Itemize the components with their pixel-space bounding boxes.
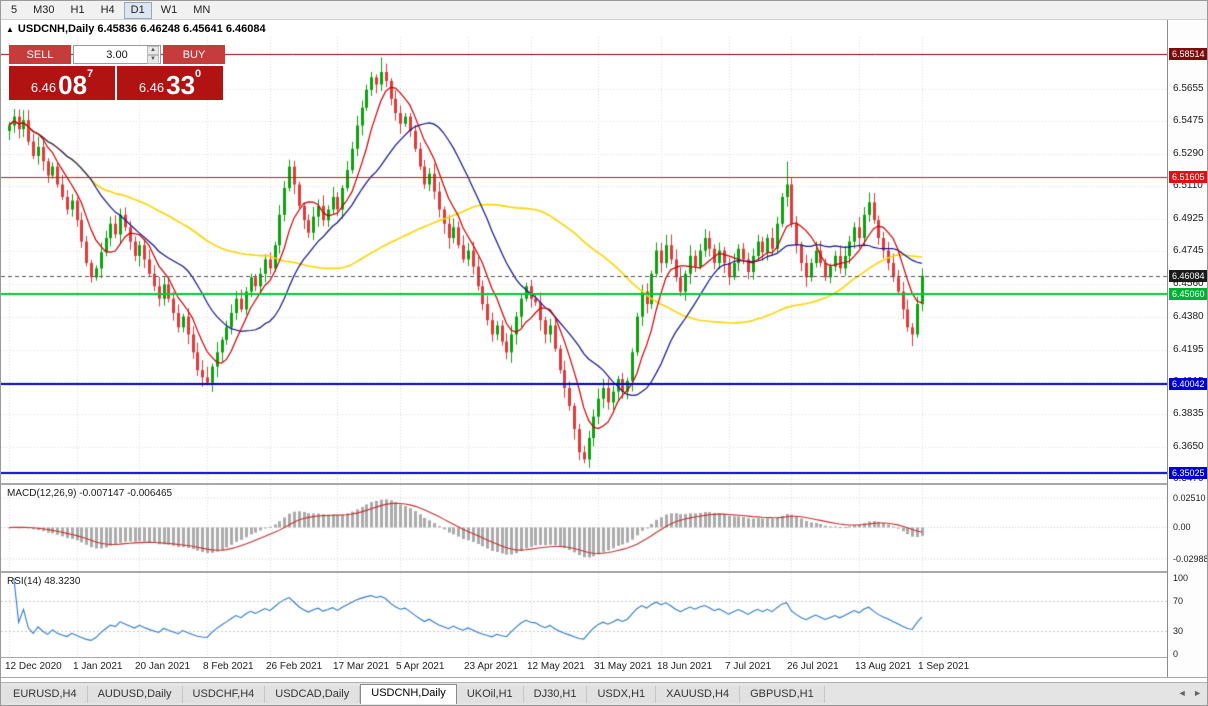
panel-separator[interactable] (1, 571, 1207, 573)
macd-scale-label: 0.02510 (1173, 493, 1206, 503)
price-tick-label: 6.4380 (1173, 310, 1204, 322)
price-tick-label: 6.4195 (1173, 343, 1204, 355)
tab-usdx-h1[interactable]: USDX,H1 (587, 686, 657, 703)
tab-ukoil-h1[interactable]: UKOil,H1 (456, 686, 524, 703)
price-tick-label: 6.4925 (1173, 213, 1204, 225)
price-tick-label: 6.5290 (1173, 148, 1204, 160)
date-label: 26 Feb 2021 (266, 661, 323, 672)
date-label: 1 Jan 2021 (73, 661, 123, 672)
buy-price-big: 33 (166, 70, 196, 100)
main-chart-canvas[interactable] (1, 37, 1167, 483)
timeframe-button-h4[interactable]: H4 (100, 3, 115, 16)
date-label: 18 Jun 2021 (657, 661, 713, 672)
sell-price-prefix: 6.46 (30, 80, 57, 95)
date-label: 20 Jan 2021 (135, 661, 191, 672)
tab-usdchf-h4[interactable]: USDCHF,H4 (182, 686, 266, 703)
tab-dj30-h1[interactable]: DJ30,H1 (523, 686, 588, 703)
chart-title-row: ▲ USDCNH,Daily 6.45836 6.46248 6.45641 6… (6, 23, 266, 35)
chart-title: USDCNH,Daily 6.45836 6.46248 6.45641 6.4… (17, 23, 266, 35)
buy-price-display[interactable]: 6.46 33 0 (117, 66, 223, 100)
panel-separator[interactable] (1, 483, 1207, 485)
timeframe-button-m30[interactable]: M30 (33, 3, 55, 16)
chart-tab-bar: EURUSD,H4 AUDUSD,Daily USDCHF,H4 USDCAD,Dai… (1, 682, 1207, 705)
price-tick-label: 6.3650 (1173, 440, 1204, 452)
sell-price-display[interactable]: 6.46 08 7 (9, 66, 115, 100)
window-bottom-border (1, 677, 1207, 678)
timeframe-button-5[interactable]: 5 (11, 3, 18, 16)
date-label: 12 May 2021 (527, 661, 585, 672)
tab-audusd-daily[interactable]: AUDUSD,Daily (87, 686, 183, 703)
macd-label: MACD(12,26,9) -0.007147 -0.006465 (7, 488, 173, 499)
sell-price-sup: 7 (87, 68, 94, 80)
timeframe-button-mn[interactable]: MN (193, 3, 211, 16)
tab-scroll-left-icon[interactable]: ◄ (1177, 688, 1189, 698)
date-label: 1 Sep 2021 (918, 661, 970, 672)
tab-xauusd-h4[interactable]: XAUUSD,H4 (656, 686, 741, 703)
rsi-scale-label: 30 (1173, 626, 1184, 637)
price-tag-6-46084: 6.46084 (1169, 269, 1207, 282)
sell-price-big: 08 (58, 70, 88, 100)
buy-button[interactable]: BUY (163, 45, 225, 64)
buy-price-sup: 0 (195, 68, 202, 80)
price-tick-label: 6.4745 (1173, 245, 1204, 257)
tab-gbpusd-h1[interactable]: GBPUSD,H1 (740, 686, 825, 703)
panel-separator (1, 657, 1207, 658)
volume-spinner: ▲ ▼ (147, 45, 159, 64)
volume-input[interactable]: 3.00 ▲ ▼ (73, 45, 161, 64)
price-tag-6-58514: 6.58514 (1169, 47, 1207, 60)
rsi-label: RSI(14) 48.3230 (7, 576, 81, 587)
timeframe-button-h1[interactable]: H1 (70, 3, 85, 16)
collapse-chart-icon[interactable]: ▲ (6, 24, 14, 34)
date-label: 31 May 2021 (594, 661, 652, 672)
tab-eurusd-h4[interactable]: EURUSD,H4 (3, 686, 88, 703)
price-tag-6-45060: 6.45060 (1169, 288, 1207, 301)
date-label: 5 Apr 2021 (396, 661, 445, 672)
buy-price-prefix: 6.46 (138, 80, 165, 95)
timeframe-toolbar: 5 M30 H1 H4 D1 W1 MN (1, 1, 1207, 20)
price-tick-label: 6.4560 (1173, 278, 1204, 290)
price-tick-label: 6.5655 (1173, 82, 1204, 94)
macd-indicator-canvas[interactable] (1, 485, 1167, 571)
date-label: 13 Aug 2021 (855, 661, 912, 672)
date-label: 26 Jul 2021 (787, 661, 839, 672)
rsi-scale-label: 0 (1173, 649, 1179, 659)
rsi-scale-label: 100 (1173, 573, 1189, 583)
date-label: 23 Apr 2021 (464, 661, 518, 672)
price-tag-6-35025: 6.35025 (1169, 467, 1207, 480)
price-tag-6-51605: 6.51605 (1169, 171, 1207, 184)
rsi-indicator-canvas[interactable] (1, 573, 1167, 657)
date-label: 7 Jul 2021 (725, 661, 772, 672)
volume-value: 3.00 (106, 48, 128, 61)
volume-up-button[interactable]: ▲ (147, 45, 159, 55)
volume-down-button[interactable]: ▼ (147, 54, 159, 64)
price-tick-label: 6.3835 (1173, 407, 1204, 419)
macd-scale-label: -0.02988 (1173, 554, 1208, 564)
tab-scroll-right-icon[interactable]: ► (1193, 688, 1204, 698)
macd-scale-label: 0.00 (1173, 522, 1191, 533)
price-tag-6-40042: 6.40042 (1169, 377, 1207, 390)
rsi-scale-label: 70 (1173, 595, 1184, 606)
sell-button[interactable]: SELL (9, 45, 71, 64)
date-label: 17 Mar 2021 (333, 661, 390, 672)
timeframe-button-d1[interactable]: D1 (123, 1, 152, 19)
price-tick-label: 6.5110 (1173, 180, 1203, 192)
tab-usdcnh-daily[interactable]: USDCNH,Daily (360, 684, 457, 704)
tab-scroll-arrows[interactable]: ◄ ► (1178, 688, 1204, 698)
tab-usdcad-daily[interactable]: USDCAD,Daily (265, 686, 361, 703)
date-label: 12 Dec 2020 (5, 661, 62, 672)
price-tick-label: 6.5475 (1173, 115, 1204, 127)
one-click-trade-panel: SELL 3.00 ▲ ▼ BUY 6.46 08 7 6.46 33 0 (9, 45, 225, 100)
price-scale[interactable]: 6.5655 6.5475 6.5290 6.5110 6.4925 6.4745 6.45… (1167, 20, 1208, 677)
timeframe-button-w1[interactable]: W1 (160, 3, 178, 16)
date-label: 8 Feb 2021 (203, 661, 254, 672)
